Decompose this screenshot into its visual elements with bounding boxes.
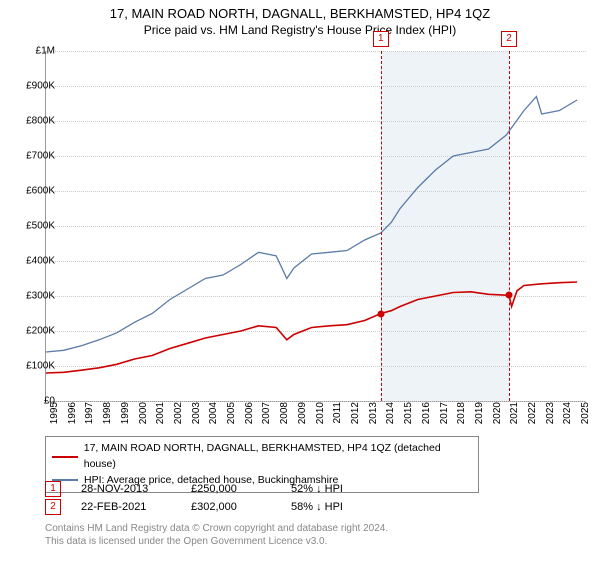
x-axis-label: 2016 <box>421 402 432 432</box>
x-axis-label: 2005 <box>226 402 237 432</box>
x-axis-label: 2004 <box>208 402 219 432</box>
marker-line-2 <box>509 51 510 401</box>
x-axis-label: 2024 <box>562 402 573 432</box>
series-hpi <box>46 97 577 353</box>
legend-label: 17, MAIN ROAD NORTH, DAGNALL, BERKHAMSTE… <box>84 441 472 473</box>
marker-line-1 <box>381 51 382 401</box>
y-axis-label: £900K <box>10 81 55 92</box>
y-axis-label: £300K <box>10 291 55 302</box>
footer-attribution: Contains HM Land Registry data © Crown c… <box>45 522 388 548</box>
x-axis-label: 2025 <box>580 402 591 432</box>
y-axis-label: £400K <box>10 256 55 267</box>
y-axis-label: £100K <box>10 361 55 372</box>
transaction-row: 2 22-FEB-2021£302,00058% ↓ HPI <box>45 498 391 516</box>
x-axis-label: 2009 <box>297 402 308 432</box>
marker-badge-1: 1 <box>373 31 389 47</box>
chart-title: 17, MAIN ROAD NORTH, DAGNALL, BERKHAMSTE… <box>0 6 600 21</box>
transaction-row: 1 28-NOV-2013£250,00052% ↓ HPI <box>45 480 391 498</box>
x-axis-label: 2017 <box>439 402 450 432</box>
y-axis-label: £500K <box>10 221 55 232</box>
y-axis-label: £700K <box>10 151 55 162</box>
x-axis-label: 2008 <box>279 402 290 432</box>
x-axis-label: 2021 <box>509 402 520 432</box>
x-axis-label: 2022 <box>527 402 538 432</box>
x-axis-label: 2020 <box>492 402 503 432</box>
x-axis-label: 2003 <box>191 402 202 432</box>
x-axis-label: 2019 <box>474 402 485 432</box>
y-axis-label: £600K <box>10 186 55 197</box>
legend-row: 17, MAIN ROAD NORTH, DAGNALL, BERKHAMSTE… <box>52 441 472 473</box>
x-axis-label: 2002 <box>173 402 184 432</box>
x-axis-label: 2006 <box>244 402 255 432</box>
marker-badge-2: 2 <box>501 31 517 47</box>
x-axis-label: 2014 <box>385 402 396 432</box>
y-axis-label: £200K <box>10 326 55 337</box>
transaction-point-2 <box>505 292 512 299</box>
transaction-date: 22-FEB-2021 <box>81 501 191 513</box>
transactions-table: 1 28-NOV-2013£250,00052% ↓ HPI 2 22-FEB-202… <box>45 480 391 516</box>
x-axis-label: 2015 <box>403 402 414 432</box>
transaction-price: £250,000 <box>191 483 291 495</box>
transaction-badge: 1 <box>45 481 61 497</box>
x-axis-label: 2011 <box>332 402 343 432</box>
x-axis-label: 1995 <box>49 402 60 432</box>
x-axis-label: 1996 <box>67 402 78 432</box>
legend-swatch <box>52 456 78 458</box>
footer-line-1: Contains HM Land Registry data © Crown c… <box>45 522 388 535</box>
y-axis-label: £1M <box>10 46 55 57</box>
transaction-point-1 <box>377 310 384 317</box>
transaction-delta: 52% ↓ HPI <box>291 483 391 495</box>
x-axis-label: 2000 <box>138 402 149 432</box>
transaction-date: 28-NOV-2013 <box>81 483 191 495</box>
x-axis-label: 2007 <box>261 402 272 432</box>
x-axis-label: 2001 <box>155 402 166 432</box>
footer-line-2: This data is licensed under the Open Gov… <box>45 535 388 548</box>
x-axis-label: 1997 <box>84 402 95 432</box>
x-axis-label: 1998 <box>102 402 113 432</box>
x-axis-label: 1999 <box>120 402 131 432</box>
chart-plot-area: 12 <box>45 51 586 402</box>
x-axis-label: 2010 <box>315 402 326 432</box>
x-axis-label: 2023 <box>545 402 556 432</box>
y-axis-label: £800K <box>10 116 55 127</box>
transaction-delta: 58% ↓ HPI <box>291 501 391 513</box>
x-axis-label: 2012 <box>350 402 361 432</box>
x-axis-label: 2018 <box>456 402 467 432</box>
x-axis-label: 2013 <box>368 402 379 432</box>
transaction-badge: 2 <box>45 499 61 515</box>
transaction-price: £302,000 <box>191 501 291 513</box>
